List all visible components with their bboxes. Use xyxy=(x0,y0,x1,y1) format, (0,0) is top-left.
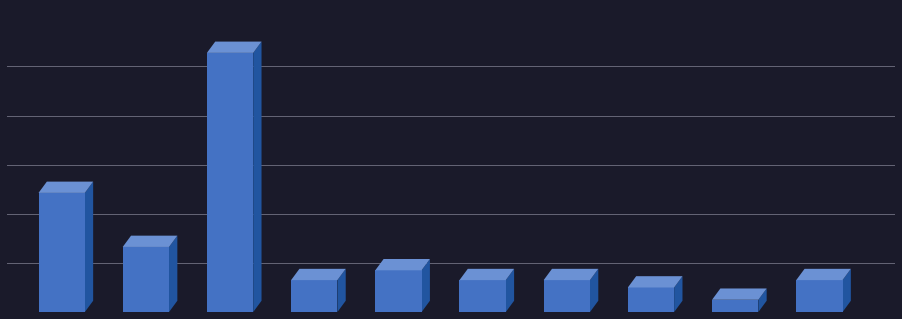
Bar xyxy=(796,280,842,312)
Polygon shape xyxy=(842,269,851,312)
Polygon shape xyxy=(590,269,598,312)
Polygon shape xyxy=(628,276,683,287)
Polygon shape xyxy=(85,182,93,312)
Polygon shape xyxy=(544,269,598,280)
Bar xyxy=(459,280,506,312)
Bar xyxy=(375,270,421,312)
Polygon shape xyxy=(291,269,345,280)
Polygon shape xyxy=(207,41,262,53)
Bar xyxy=(39,193,85,312)
Polygon shape xyxy=(337,269,345,312)
Polygon shape xyxy=(123,236,178,247)
Polygon shape xyxy=(759,288,767,312)
Bar xyxy=(291,280,337,312)
Polygon shape xyxy=(39,182,93,193)
Bar xyxy=(712,300,759,312)
Bar xyxy=(207,53,253,312)
Polygon shape xyxy=(674,276,683,312)
Polygon shape xyxy=(796,269,851,280)
Polygon shape xyxy=(253,41,262,312)
Bar xyxy=(123,247,169,312)
Polygon shape xyxy=(169,236,178,312)
Polygon shape xyxy=(459,269,514,280)
Polygon shape xyxy=(506,269,514,312)
Bar xyxy=(544,280,590,312)
Polygon shape xyxy=(712,288,767,300)
Polygon shape xyxy=(375,259,430,270)
Polygon shape xyxy=(421,259,430,312)
Bar xyxy=(628,287,674,312)
